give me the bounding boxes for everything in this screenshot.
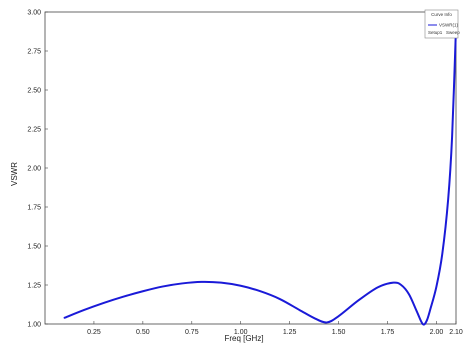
x-tick-label: 0.50 [136, 329, 150, 336]
x-tick-label: 1.25 [283, 329, 297, 336]
y-tick-label: 1.50 [27, 244, 41, 251]
legend: Curve Info VSWR(1) Setup1 Sweep [424, 9, 460, 39]
y-tick-label: 2.50 [27, 88, 41, 95]
x-tick-label: 0.25 [87, 329, 101, 336]
y-tick-label: 3.00 [27, 10, 41, 17]
x-tick-label: 2.10 [449, 329, 463, 336]
legend-entry: VSWR(1) [439, 23, 459, 28]
legend-footer-left: Setup1 [428, 30, 443, 35]
y-axis-label: VSWR [10, 162, 19, 186]
x-tick-label: 2.00 [430, 329, 444, 336]
y-tick-label: 1.25 [27, 283, 41, 290]
legend-footer-right: Sweep [446, 30, 460, 35]
x-tick-label: 1.00 [234, 329, 248, 336]
y-tick-label: 1.75 [27, 205, 41, 212]
x-tick-label: 0.75 [185, 329, 199, 336]
series-line-vswr [63, 26, 457, 326]
y-tick-label: 2.75 [27, 49, 41, 56]
x-tick-label: 1.75 [381, 329, 395, 336]
series-layer [63, 26, 457, 326]
x-axis: 0.25 0.50 0.75 1.00 1.25 1.50 1.75 2.00 2.10 [87, 321, 463, 336]
y-tick-label: 1.00 [27, 322, 41, 329]
x-axis-label: Freq [GHz] [224, 334, 263, 343]
legend-box [424, 9, 459, 39]
x-tick-label: 1.50 [332, 329, 346, 336]
y-tick-label: 2.25 [27, 127, 41, 134]
y-axis: 1.00 1.25 1.50 1.75 2.00 2.25 2.50 2.75 3.00 [27, 10, 48, 329]
y-tick-label: 2.00 [27, 166, 41, 173]
legend-title: Curve Info [431, 12, 452, 17]
